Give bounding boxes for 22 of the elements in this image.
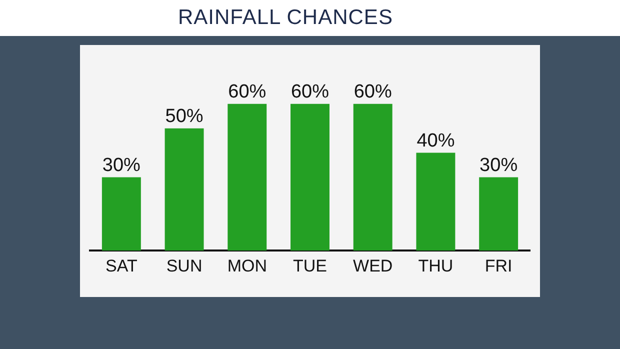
data-label: 40% [416,130,455,152]
bar [164,128,204,251]
chart-title: RAINFALL CHANCES [178,6,393,30]
bar [353,104,392,251]
bar [290,104,330,251]
x-tick-label: SAT [106,256,138,276]
x-tick-label: SUN [166,256,202,276]
bar [102,177,141,251]
x-tick-label: THU [418,256,454,276]
x-tick-label: MON [227,256,267,276]
bar [479,177,518,251]
data-label: 30% [480,154,518,176]
bar [416,152,456,251]
x-tick-label: FRI [484,256,512,276]
data-label: 30% [102,154,141,176]
data-label: 50% [165,106,204,128]
x-tick-label: TUE [293,256,327,276]
data-label: 60% [290,82,330,103]
bar [228,104,267,251]
x-tick-label: WED [353,256,393,276]
data-label: 60% [228,82,266,103]
data-label: 60% [354,82,392,103]
